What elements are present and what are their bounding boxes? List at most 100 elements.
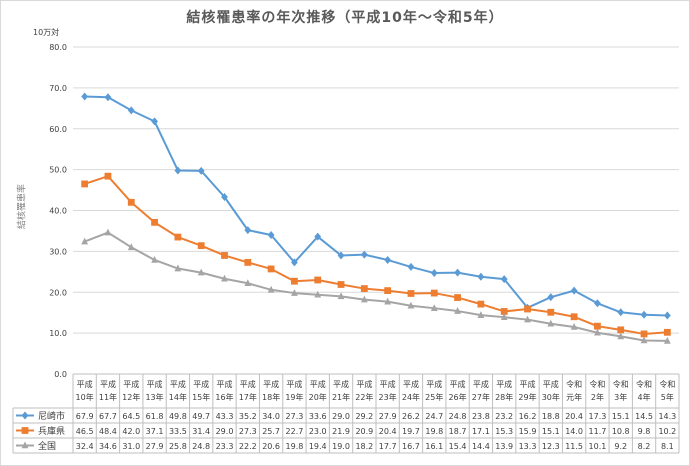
data-point: [477, 300, 485, 308]
data-label: 67.9: [76, 412, 94, 421]
data-point: [477, 311, 485, 318]
legend-label: 兵庫県: [38, 425, 65, 437]
data-label: 15.1: [542, 427, 560, 436]
data-label: 15.3: [495, 427, 513, 436]
data-point: [104, 172, 112, 180]
x-tick-label: 平成: [170, 379, 186, 389]
data-label: 48.4: [99, 427, 117, 436]
x-tick-label: 平成: [380, 379, 396, 389]
x-tick-label: 22年: [355, 392, 373, 402]
data-label: 16.7: [402, 442, 420, 451]
data-label: 23.3: [216, 442, 234, 451]
data-point: [81, 180, 89, 188]
data-point: [477, 272, 485, 281]
legend-label: 全国: [38, 440, 56, 452]
data-label: 42.0: [122, 427, 140, 436]
y-tick-label: 0.0: [54, 370, 67, 379]
x-tick-label: 17年: [239, 392, 257, 402]
series-line: [84, 175, 668, 335]
data-label: 17.1: [472, 427, 490, 436]
x-tick-label: 平成: [450, 379, 466, 389]
data-point: [594, 299, 601, 308]
data-point: [314, 290, 322, 298]
data-label: 33.5: [169, 427, 187, 436]
data-label: 23.2: [495, 412, 513, 421]
data-label: 24.8: [449, 412, 467, 421]
data-label: 31.4: [192, 427, 210, 436]
x-tick-label: 平成: [217, 379, 233, 389]
data-label: 12.3: [542, 442, 560, 451]
data-label: 22.7: [286, 427, 304, 436]
data-label: 21.9: [332, 427, 350, 436]
x-tick-label: 平成: [263, 379, 279, 389]
x-tick-label: 14年: [169, 392, 187, 402]
x-tick-label: 27年: [472, 392, 490, 402]
data-point: [81, 237, 89, 245]
data-label: 8.1: [661, 442, 674, 451]
x-tick-label: 平成: [403, 379, 419, 389]
data-point: [640, 336, 648, 344]
data-point: [360, 250, 368, 259]
data-point: [524, 315, 531, 323]
data-point: [430, 304, 438, 311]
data-point: [127, 106, 135, 115]
data-point: [617, 332, 625, 340]
x-tick-label: 令和: [659, 379, 675, 389]
data-label: 16.1: [425, 442, 443, 451]
data-point: [337, 281, 345, 288]
data-point: [197, 268, 205, 276]
x-tick-label: 29年: [518, 392, 536, 402]
x-tick-label: 平成: [426, 379, 442, 389]
data-label: 37.1: [146, 427, 164, 436]
data-point: [21, 441, 29, 449]
series-line: [84, 231, 668, 342]
data-point: [104, 93, 112, 102]
data-point: [663, 328, 671, 336]
x-tick-label: 平成: [240, 379, 256, 389]
data-label: 18.2: [355, 442, 373, 451]
legend-label: 尼崎市: [38, 410, 65, 422]
data-point: [500, 308, 508, 315]
y-tick-label: 40.0: [49, 207, 67, 216]
data-point: [314, 232, 322, 241]
x-tick-label: 令和: [589, 379, 605, 389]
data-point: [384, 297, 392, 305]
data-point: [244, 279, 252, 287]
data-point: [594, 322, 601, 330]
data-label: 26.2: [402, 412, 420, 421]
data-label: 61.8: [146, 412, 164, 421]
data-point: [337, 292, 345, 300]
x-tick-label: 10年: [76, 392, 94, 402]
data-label: 27.9: [379, 412, 397, 421]
data-label: 23.8: [472, 412, 490, 421]
x-tick-label: 令和: [613, 379, 629, 389]
data-point: [337, 251, 345, 260]
y-tick-label: 80.0: [49, 43, 67, 52]
data-label: 15.1: [612, 412, 630, 421]
data-point: [500, 275, 508, 284]
data-label: 27.9: [146, 442, 164, 451]
data-label: 49.8: [169, 412, 187, 421]
data-label: 34.0: [262, 412, 280, 421]
x-tick-label: 21年: [332, 392, 350, 402]
data-label: 19.4: [309, 442, 327, 451]
x-tick-label: 平成: [356, 379, 372, 389]
x-tick-label: 16年: [215, 392, 233, 402]
data-label: 14.3: [658, 412, 676, 421]
x-tick-label: 25年: [425, 392, 443, 402]
data-point: [360, 295, 368, 303]
data-label: 19.0: [332, 442, 350, 451]
data-label: 34.6: [99, 442, 117, 451]
data-label: 24.8: [192, 442, 210, 451]
data-label: 14.5: [635, 412, 653, 421]
x-tick-label: 令和: [636, 379, 652, 389]
data-point: [384, 255, 392, 264]
data-point: [81, 92, 89, 101]
data-point: [454, 268, 461, 277]
data-point: [500, 313, 508, 320]
data-point: [570, 322, 578, 330]
data-label: 17.7: [379, 442, 397, 451]
x-tick-label: 元年: [566, 392, 582, 402]
x-tick-label: 23年: [379, 392, 397, 402]
